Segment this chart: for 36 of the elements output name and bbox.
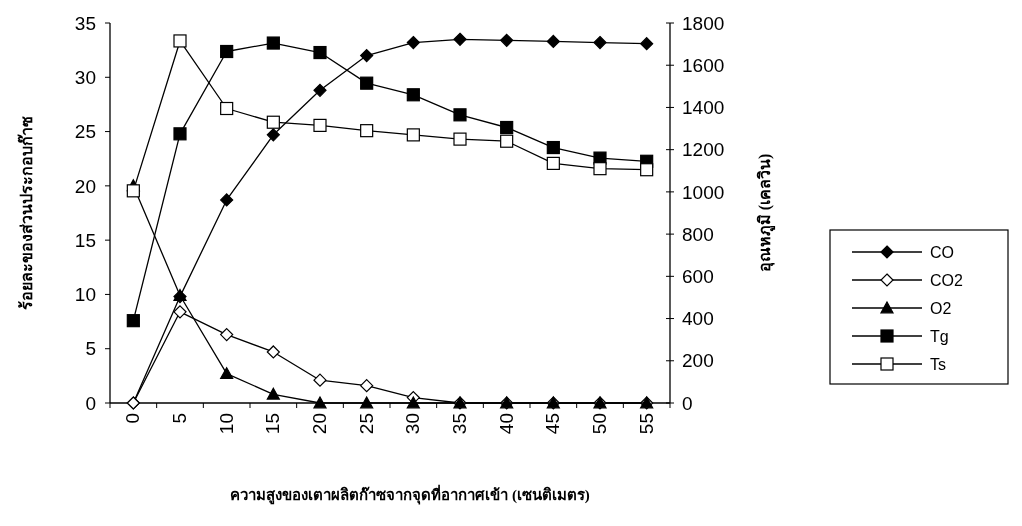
legend-label: Ts xyxy=(930,355,946,373)
legend-label: CO xyxy=(930,243,954,261)
y-tick-label: 35 xyxy=(74,12,96,34)
y-tick-label: 10 xyxy=(74,284,96,306)
y2-tick-label: 600 xyxy=(682,265,714,287)
x-tick-label: 30 xyxy=(402,413,424,435)
y2-tick-label: 400 xyxy=(682,308,714,330)
x-tick-label: 0 xyxy=(122,413,144,424)
x-tick-label: 35 xyxy=(449,413,470,435)
y-tick-label: 15 xyxy=(74,229,96,251)
legend-label: O2 xyxy=(930,299,952,317)
legend-label: Tg xyxy=(930,327,949,345)
x-tick-label: 25 xyxy=(355,413,377,435)
x-tick-label: 50 xyxy=(589,413,610,435)
legend-label: CO2 xyxy=(930,271,963,289)
y2-tick-label: 1800 xyxy=(682,12,725,34)
y2-tick-label: 1000 xyxy=(682,181,725,203)
y2-axis-title: อุณหภูมิ (เคลวิน) xyxy=(756,153,776,273)
x-tick-label: 15 xyxy=(262,413,284,435)
y-tick-label: 30 xyxy=(74,66,96,88)
y2-tick-label: 1600 xyxy=(682,54,725,76)
x-tick-label: 5 xyxy=(169,413,190,424)
x-tick-label: 10 xyxy=(215,413,237,435)
x-tick-label: 20 xyxy=(309,413,330,435)
y2-tick-label: 1400 xyxy=(682,97,725,119)
x-tick-label: 40 xyxy=(495,413,517,435)
y-tick-label: 25 xyxy=(74,121,96,143)
x-axis-title: ความสูงของเตาผลิตก๊าซจากจุดที่อากาศเข้า (เซนติเมตร) xyxy=(230,484,590,505)
y2-tick-label: 1200 xyxy=(682,139,725,161)
y2-tick-label: 200 xyxy=(682,350,714,372)
y-axis-title: ร้อยละของส่วนประกอบก๊าซ xyxy=(17,116,35,310)
y2-tick-label: 800 xyxy=(682,223,714,245)
y-tick-label: 5 xyxy=(85,338,96,360)
y-tick-label: 20 xyxy=(74,175,96,197)
x-tick-label: 55 xyxy=(635,413,657,435)
x-tick-label: 45 xyxy=(542,413,564,435)
